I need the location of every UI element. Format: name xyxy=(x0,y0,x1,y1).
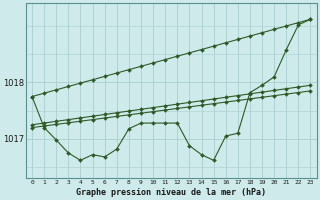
X-axis label: Graphe pression niveau de la mer (hPa): Graphe pression niveau de la mer (hPa) xyxy=(76,188,266,197)
